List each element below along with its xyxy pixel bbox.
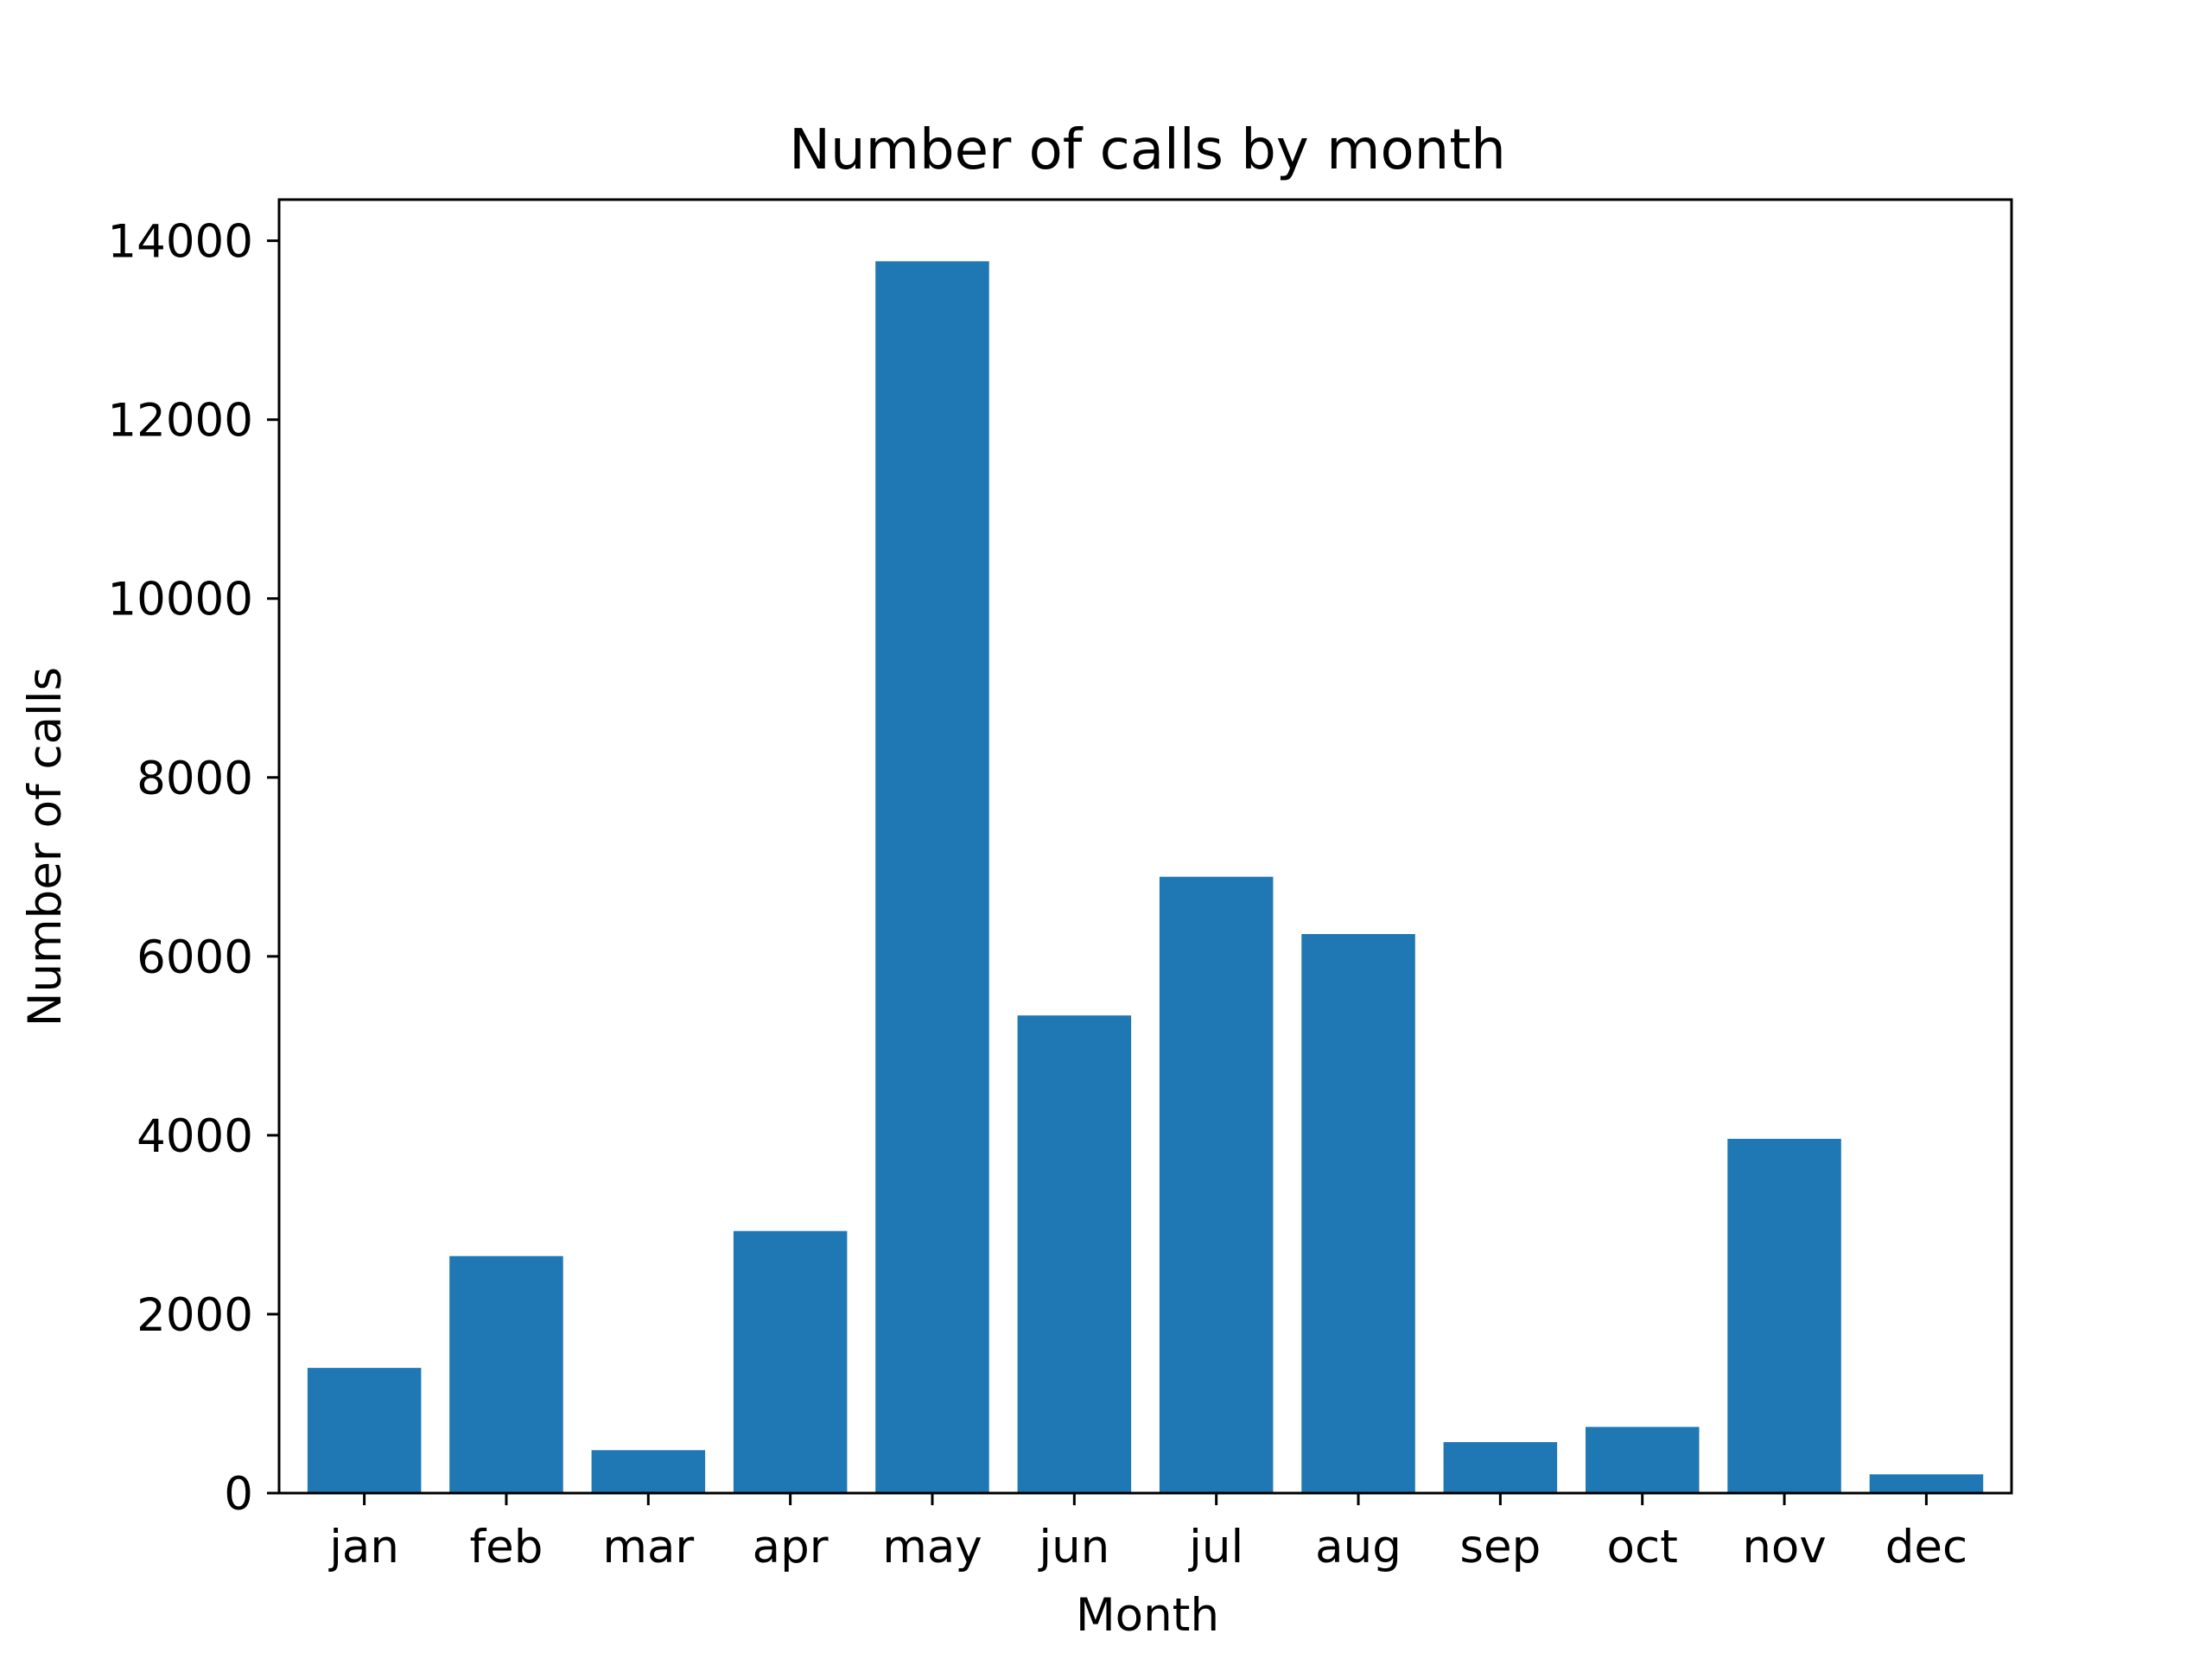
y-tick-label: 0 <box>224 1468 253 1521</box>
bar-dec <box>1869 1474 1984 1493</box>
axes-frame <box>277 198 2013 1495</box>
y-axis-label: Number of calls <box>19 667 72 1027</box>
bar-mar <box>591 1450 706 1493</box>
bar-jan <box>307 1368 422 1493</box>
x-tick-label-aug: aug <box>1315 1521 1402 1573</box>
y-tick-label: 4000 <box>137 1110 253 1163</box>
bar-feb <box>449 1255 563 1493</box>
x-tick-label-nov: nov <box>1742 1521 1826 1573</box>
x-axis-label: Month <box>1076 1589 1219 1642</box>
y-tick-label: 2000 <box>137 1289 253 1342</box>
x-tick-label-jul: jul <box>1188 1521 1243 1573</box>
chart-title: Number of calls by month <box>789 118 1506 182</box>
y-tick-label: 6000 <box>137 931 253 984</box>
x-tick-label-apr: apr <box>753 1521 829 1573</box>
x-tick-label-mar: mar <box>602 1521 694 1573</box>
x-tick-label-jun: jun <box>1038 1521 1109 1573</box>
bar-jun <box>1017 1015 1132 1493</box>
bar-apr <box>733 1230 848 1493</box>
bar-aug <box>1301 934 1415 1493</box>
bar-nov <box>1727 1139 1841 1493</box>
bar-oct <box>1586 1427 1700 1493</box>
y-tick-label: 10000 <box>107 574 253 626</box>
x-ticks-group: jan feb mar apr may jun jul aug sep oct nov dec <box>328 1493 1967 1573</box>
x-tick-label-feb: feb <box>469 1521 543 1573</box>
x-tick-label-jan: jan <box>328 1521 399 1573</box>
x-tick-label-oct: oct <box>1607 1521 1678 1573</box>
bars-group <box>307 261 1984 1493</box>
y-tick-label: 14000 <box>107 216 253 269</box>
bar-jul <box>1159 876 1274 1493</box>
bar-sep <box>1443 1442 1558 1493</box>
y-ticks-group: 0 2000 4000 6000 8000 10000 12000 14000 <box>107 216 279 1521</box>
x-tick-label-dec: dec <box>1885 1521 1967 1573</box>
y-tick-label: 12000 <box>107 395 253 448</box>
y-tick-label: 8000 <box>137 753 253 805</box>
x-tick-label-sep: sep <box>1459 1521 1541 1573</box>
bar-may <box>875 261 989 1493</box>
x-tick-label-may: may <box>882 1521 982 1573</box>
